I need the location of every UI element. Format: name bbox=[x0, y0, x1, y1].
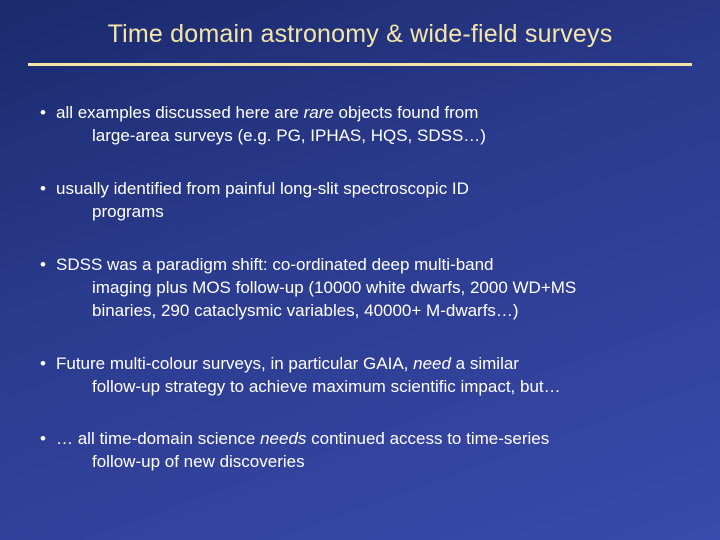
bullet-text: Future multi-colour surveys, in particul… bbox=[56, 354, 413, 373]
bullet-emphasis: rare bbox=[304, 103, 334, 122]
bullet-text: usually identified from painful long-sli… bbox=[56, 179, 469, 198]
bullet-item: Future multi-colour surveys, in particul… bbox=[40, 353, 692, 399]
bullet-list: all examples discussed here are rare obj… bbox=[28, 102, 692, 474]
bullet-continuation: follow-up of new discoveries bbox=[56, 451, 692, 474]
bullet-text: a similar bbox=[456, 354, 519, 373]
title-divider bbox=[28, 63, 692, 66]
bullet-text: continued access to time-series bbox=[306, 429, 549, 448]
bullet-emphasis: needs bbox=[260, 429, 306, 448]
bullet-item: … all time-domain science needs continue… bbox=[40, 428, 692, 474]
bullet-item: usually identified from painful long-sli… bbox=[40, 178, 692, 224]
bullet-text: … all time-domain science bbox=[56, 429, 260, 448]
bullet-emphasis: need bbox=[413, 354, 456, 373]
bullet-item: all examples discussed here are rare obj… bbox=[40, 102, 692, 148]
bullet-continuation: follow-up strategy to achieve maximum sc… bbox=[56, 376, 692, 399]
bullet-continuation: programs bbox=[56, 201, 692, 224]
bullet-continuation: imaging plus MOS follow-up (10000 white … bbox=[56, 277, 692, 300]
bullet-continuation: large-area surveys (e.g. PG, IPHAS, HQS,… bbox=[56, 125, 692, 148]
bullet-text: objects found from bbox=[334, 103, 479, 122]
bullet-text: all examples discussed here are bbox=[56, 103, 304, 122]
bullet-continuation: binaries, 290 cataclysmic variables, 400… bbox=[56, 300, 692, 323]
slide-title: Time domain astronomy & wide-field surve… bbox=[28, 20, 692, 49]
bullet-text: SDSS was a paradigm shift: co-ordinated … bbox=[56, 255, 494, 274]
bullet-item: SDSS was a paradigm shift: co-ordinated … bbox=[40, 254, 692, 323]
